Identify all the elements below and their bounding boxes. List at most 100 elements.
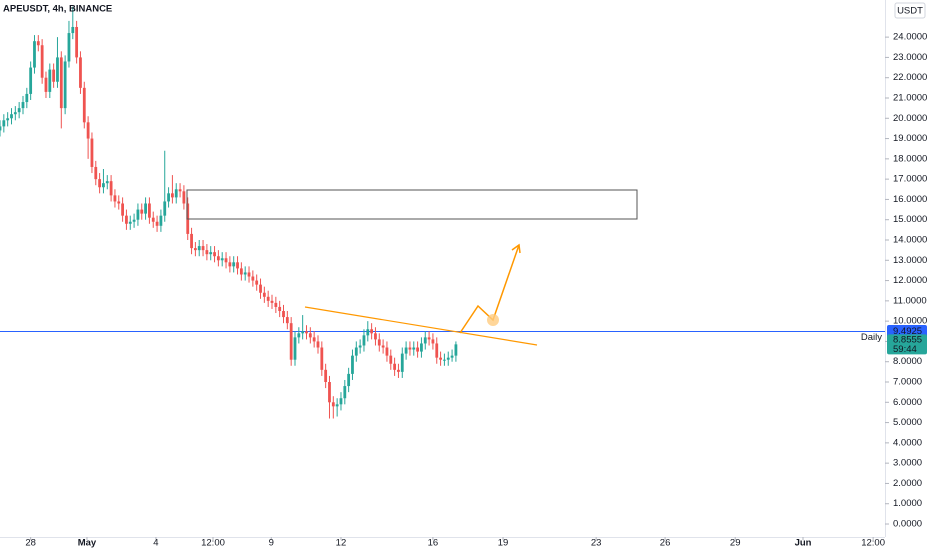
candle-body [397,369,400,372]
candle-body [190,233,193,249]
candle-body [113,195,117,202]
x-tick-label: 29 [730,538,741,549]
candle-body [404,347,408,354]
candle-body [94,166,98,180]
candle-body [236,262,239,269]
candle-body [339,398,343,405]
currency-badge[interactable] [894,2,926,19]
candle-body [255,280,259,285]
candle-body [10,114,13,119]
candle-body [109,181,113,196]
candle-body [71,26,75,34]
candle-body [36,41,40,46]
candle-body [209,252,213,255]
candle-body [366,329,370,336]
last-price-label: 8.8555 [893,334,922,345]
candle-body [167,193,170,202]
candle-body [48,69,52,92]
x-tick-label: 12:00 [861,538,885,549]
y-tick-label: 15.0000 [893,214,927,225]
projection-point [487,314,499,326]
candle-body [125,215,128,224]
chart-title: APEUSDT, 4h, BINANCE [3,4,112,15]
candle-body [201,246,205,251]
candle-body [121,203,124,216]
candle-body [354,347,358,356]
candle-body [301,331,305,334]
y-tick-label: 4.0000 [893,437,922,448]
candle-body [117,201,121,204]
candle-body [213,252,216,257]
candle-body [128,221,132,224]
candle-body [105,181,109,184]
trend-line [304,306,538,346]
y-tick-label: 11.0000 [893,295,927,306]
candle-body [247,272,251,277]
candle-body [328,382,331,403]
candle-body [293,337,297,360]
candle-body [17,108,21,113]
x-tick-label: 26 [660,538,671,549]
candle-body [393,363,397,370]
candle-body [224,258,228,263]
candle-body [178,189,182,192]
daily-label: Daily [861,332,882,343]
candle-body [259,284,262,293]
candle-body [6,118,10,121]
candle-body [454,344,458,356]
candle-body [381,345,385,348]
candle-body [63,61,67,109]
candle-body [75,26,79,58]
candle-body [362,335,366,346]
currency-label: USDT [897,6,923,17]
x-tick-label: 28 [25,538,36,549]
y-tick-label: 8.0000 [893,356,922,367]
candle-body [29,67,33,94]
candle-body [316,341,320,348]
x-tick-label: 16 [428,538,439,549]
x-tick-label: 4 [153,538,158,549]
candle-body [86,122,90,139]
candle-body [278,306,282,312]
candle-body [358,345,362,348]
arrow-head [511,243,521,254]
y-tick-label: 0.0000 [893,519,922,530]
candle-body [243,272,247,275]
candle-body [439,357,442,360]
candle-body [351,355,354,374]
candle-body [2,120,6,127]
x-tick-label: 9 [269,538,274,549]
candle-body [174,189,178,198]
candle-body [132,219,136,222]
candle-body [320,347,324,370]
marks [0,6,885,419]
y-tick-label: 19.0000 [893,133,927,144]
y-tick-label: 16.0000 [893,194,927,205]
candle-body [335,404,339,407]
candle-body [270,300,274,303]
candle-body [56,57,59,82]
x-tick-label: 12:00 [201,538,225,549]
candle-body [79,57,82,88]
x-tick-label: 19 [498,538,509,549]
candle-body [163,201,167,216]
candle-body [0,126,2,131]
candle-body [220,258,224,261]
candle-body [67,33,71,62]
candle-body [239,268,243,275]
candle-body [59,57,63,109]
candle-body [155,221,159,226]
y-tick-label: 10.0000 [893,316,927,327]
y-tick-label: 22.0000 [893,72,927,83]
candle-body [82,87,86,123]
candle-body [171,193,174,198]
candle-body [331,402,335,407]
candle-body [370,329,374,334]
candle-body [347,373,351,387]
candle-body [400,353,404,372]
candle-body [251,276,255,281]
candle-body [289,323,293,360]
candle-body [297,333,301,338]
y-tick-label: 14.0000 [893,235,927,246]
